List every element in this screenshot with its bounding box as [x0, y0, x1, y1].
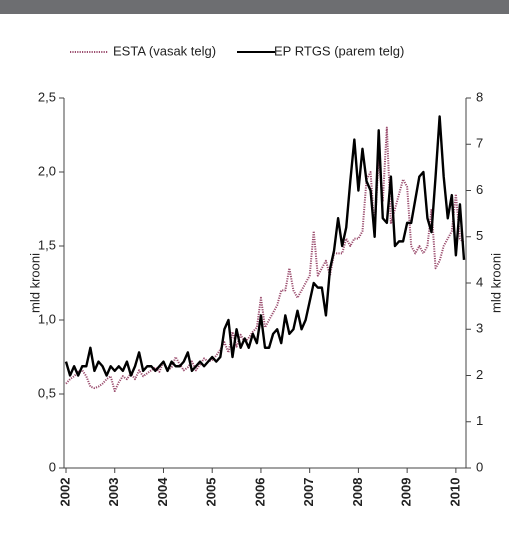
y2-tick-label: 7: [476, 136, 483, 151]
x-tick-label: 2010: [447, 478, 462, 507]
y2-tick-label: 5: [476, 228, 483, 243]
y-tick-label: 1,0: [38, 311, 56, 326]
x-tick-label: 2006: [252, 478, 267, 507]
series-line: [64, 115, 466, 377]
y2-tick-label: 6: [476, 182, 483, 197]
y2-tick-label: 4: [476, 274, 483, 289]
series-line: [65, 126, 465, 393]
x-tick-label: 2009: [399, 478, 414, 507]
x-tick-label: 2004: [155, 477, 170, 507]
y-axis-label: mld krooni: [27, 253, 42, 313]
y2-tick-label: 0: [476, 459, 483, 474]
y2-tick-label: 3: [476, 321, 483, 336]
y-tick-label: 2,5: [38, 89, 56, 104]
y-tick-label: 2,0: [38, 163, 56, 178]
x-tick-label: 2003: [106, 478, 121, 507]
y-tick-label: 0: [49, 459, 56, 474]
y2-tick-label: 1: [476, 413, 483, 428]
header-bar: [0, 0, 509, 14]
x-tick-label: 2008: [350, 478, 365, 507]
y2-axis-label: mld krooni: [488, 253, 503, 313]
y2-tick-label: 8: [476, 89, 483, 104]
x-tick-label: 2002: [57, 478, 72, 507]
legend-label: ESTA (vasak telg): [113, 43, 216, 58]
y-tick-label: 0,5: [38, 385, 56, 400]
x-tick-label: 2007: [301, 478, 316, 507]
y-tick-label: 1,5: [38, 237, 56, 252]
x-tick-label: 2005: [204, 478, 219, 507]
y2-tick-label: 2: [476, 367, 483, 382]
legend-label: EP RTGS (parem telg): [274, 43, 404, 58]
